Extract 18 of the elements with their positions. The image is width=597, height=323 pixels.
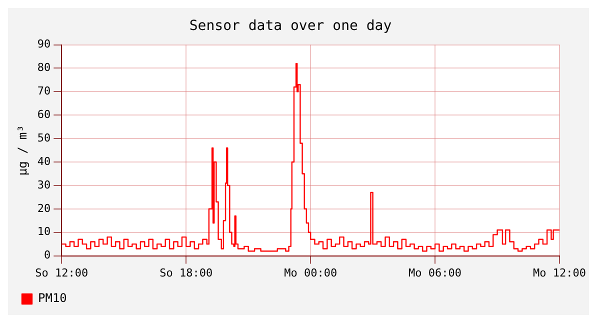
x-tick-label: So 18:00	[160, 266, 213, 280]
x-tick-label: Mo 12:00	[533, 266, 586, 280]
y-tick-label: 80	[37, 61, 51, 74]
y-tick-label: 90	[37, 38, 51, 51]
chart-title: Sensor data over one day	[189, 18, 392, 34]
y-tick-label: 20	[37, 202, 51, 215]
x-tick-label: Mo 00:00	[284, 266, 338, 280]
legend-label: PM10	[38, 291, 67, 306]
x-tick-label: So 12:00	[35, 266, 88, 280]
y-axis-title: µg / m³	[15, 125, 30, 176]
y-tick-label: 50	[37, 131, 51, 144]
y-tick-label: 10	[37, 225, 51, 238]
y-tick-label: 70	[37, 84, 51, 98]
y-tick-label: 60	[37, 108, 51, 121]
y-tick-label: 40	[37, 154, 51, 168]
y-tick-label: 30	[37, 178, 51, 192]
x-tick-label: Mo 06:00	[408, 266, 462, 280]
y-tick-label: 0	[44, 248, 51, 262]
